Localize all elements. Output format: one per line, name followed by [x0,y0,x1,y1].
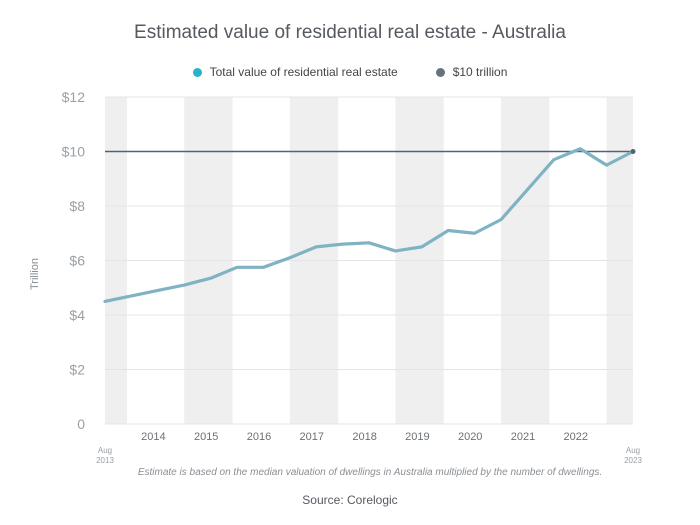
y-tick-label: $6 [69,253,85,269]
legend-item-ten-trillion[interactable]: $10 trillion [435,65,508,79]
legend: Total value of residential real estate $… [0,65,700,79]
y-tick-label: $8 [69,198,85,214]
x-end-label-start: Aug [98,446,112,455]
x-tick-label: 2018 [352,431,376,443]
y-tick-label: $12 [62,89,86,105]
x-tick-label: 2019 [405,431,429,443]
chart-title: Estimated value of residential real esta… [134,22,566,43]
x-tick-label: 2016 [247,431,271,443]
chart-source: Source: Corelogic [302,493,398,507]
y-tick-label: $10 [62,144,86,160]
legend-dot-ten-trillion [435,67,445,77]
legend-item-total-value[interactable]: Total value of residential real estate [192,65,398,79]
legend-label-ten-trillion: $10 trillion [452,65,508,79]
y-tick-label: $2 [69,362,85,378]
series-end-point [630,149,636,154]
x-end-label-end: Aug [626,446,640,455]
x-tick-label: 2015 [194,431,218,443]
y-tick-label: $4 [69,307,85,323]
x-tick-label: 2020 [458,431,482,443]
y-tick-label: 0 [77,416,85,432]
x-tick-label: 2021 [511,431,535,443]
series-line-total-value [103,147,635,303]
legend-label-total-value: Total value of residential real estate [209,65,398,79]
x-tick-label: 2017 [300,431,324,443]
x-tick-label: 2022 [564,431,588,443]
x-end-label-end: 2023 [624,456,642,465]
legend-dot-total-value [192,67,202,77]
x-tick-label: 2014 [141,431,165,443]
x-end-label-start: 2013 [96,456,114,465]
chart-note: Estimate is based on the median valuatio… [137,467,603,478]
